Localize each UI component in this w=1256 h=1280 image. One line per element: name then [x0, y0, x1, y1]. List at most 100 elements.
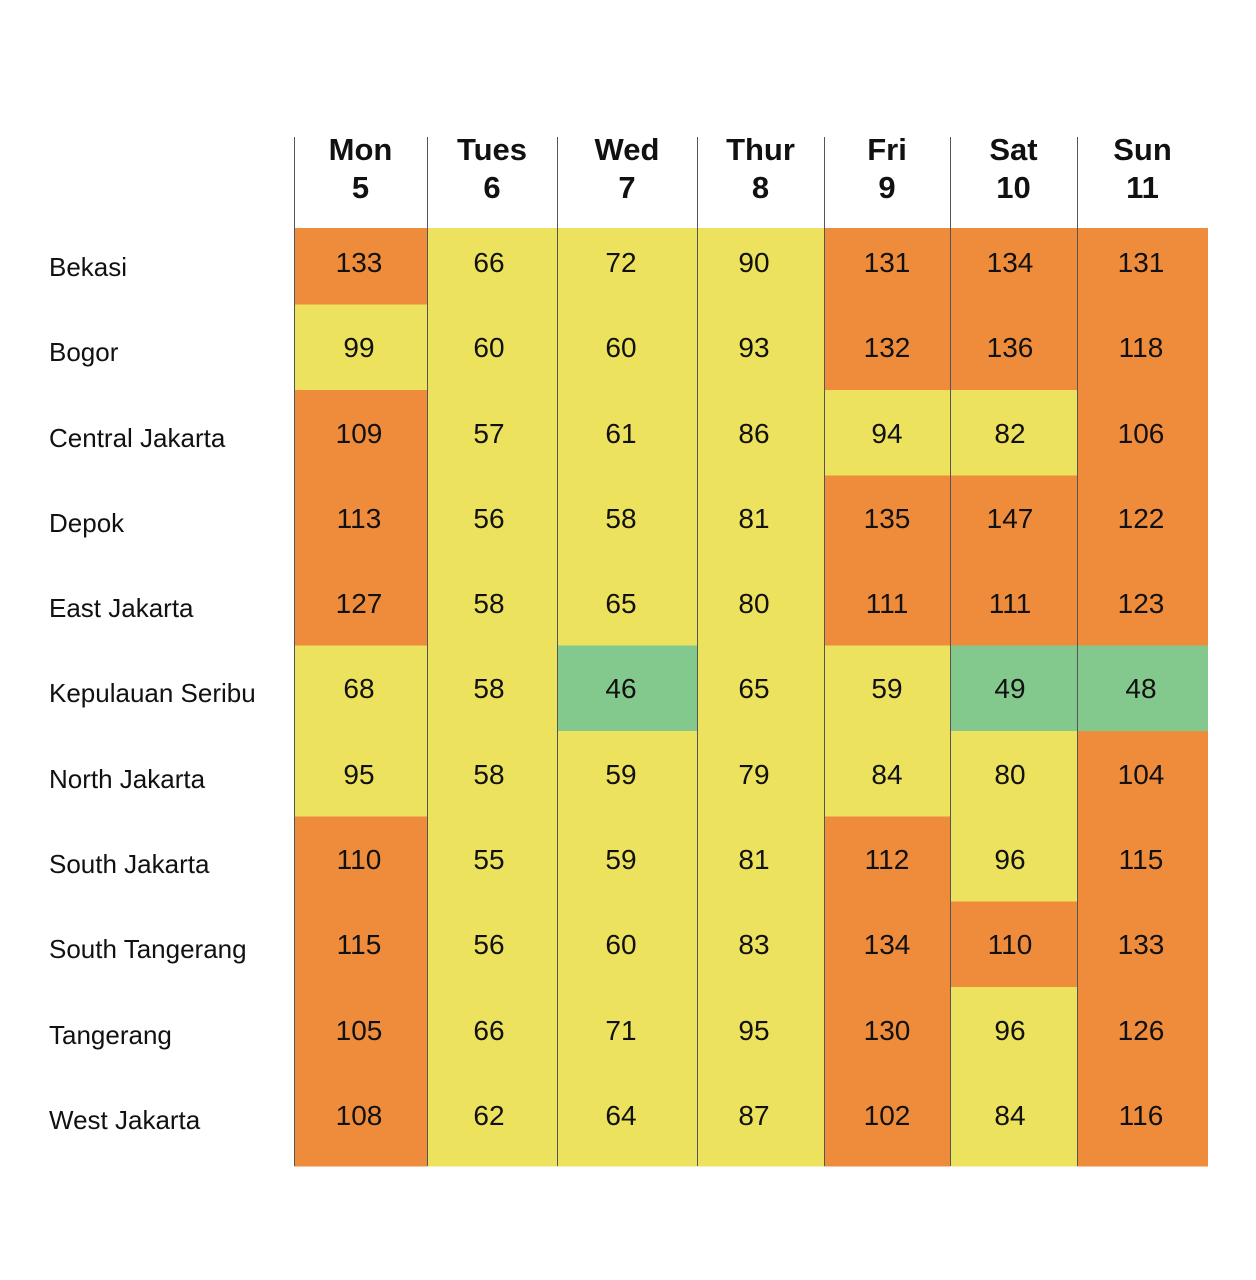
- row-label: South Tangerang: [49, 934, 247, 964]
- cell-value-label: 134: [987, 247, 1034, 278]
- cell-value-label: 130: [864, 1015, 911, 1046]
- heatmap-cell: [697, 901, 824, 988]
- cell-value-label: 55: [473, 844, 504, 875]
- cell-value-label: 93: [738, 332, 769, 363]
- heatmap-cell: [294, 816, 427, 902]
- heatmap-cell: [557, 560, 697, 646]
- heatmap-cell: [1077, 228, 1208, 305]
- cell-value-label: 110: [988, 929, 1033, 960]
- cell-value-label: 58: [473, 588, 504, 619]
- cell-value-label: 62: [473, 1100, 504, 1131]
- heatmap-cell: [294, 987, 427, 1073]
- column-header-day: Wed: [595, 132, 660, 167]
- cell-value-label: 134: [864, 929, 911, 960]
- cell-value-label: 56: [473, 929, 504, 960]
- heatmap-cell: [950, 987, 1077, 1073]
- cell-value-label: 60: [605, 929, 636, 960]
- cell-value-label: 131: [864, 247, 911, 278]
- row-label: North Jakarta: [49, 764, 206, 794]
- cell-value-label: 116: [1119, 1100, 1164, 1131]
- heatmap-cell: [294, 228, 427, 305]
- row-label: Bogor: [49, 337, 119, 367]
- cell-value-label: 123: [1118, 588, 1165, 619]
- heatmap-cell: [697, 816, 824, 902]
- row-label: South Jakarta: [49, 849, 210, 879]
- cell-value-label: 118: [1119, 332, 1164, 363]
- heatmap-cell: [697, 560, 824, 646]
- cell-value-label: 115: [337, 929, 382, 960]
- row-label: Bekasi: [49, 252, 127, 282]
- cell-value-label: 96: [994, 844, 1025, 875]
- cell-value-label: 109: [336, 418, 383, 449]
- cell-value-label: 108: [336, 1100, 383, 1131]
- cell-value-label: 104: [1118, 759, 1165, 790]
- cell-value-label: 79: [738, 759, 769, 790]
- heatmap-cell: [427, 475, 557, 561]
- heatmap-cell: [950, 475, 1077, 561]
- heatmap-cell: [950, 228, 1077, 305]
- cell-value-label: 112: [865, 844, 910, 875]
- cell-value-label: 59: [871, 673, 902, 704]
- cell-value-label: 135: [864, 503, 911, 534]
- cell-value-label: 58: [473, 673, 504, 704]
- row-label: West Jakarta: [49, 1105, 201, 1135]
- heatmap-cell: [950, 560, 1077, 646]
- cell-value-label: 87: [738, 1100, 769, 1131]
- cell-value-label: 90: [738, 247, 769, 278]
- heatmap-cell: [1077, 304, 1208, 391]
- row-label: Tangerang: [49, 1020, 172, 1050]
- cell-value-label: 82: [994, 418, 1025, 449]
- heatmap-cell: [557, 987, 697, 1073]
- heatmap-cell: [697, 987, 824, 1073]
- heatmap-cell: [427, 901, 557, 988]
- heatmap-cell: [294, 645, 427, 732]
- cell-value-label: 132: [864, 332, 911, 363]
- cell-value-label: 57: [473, 418, 504, 449]
- heatmap-cell: [824, 901, 950, 988]
- heatmap-cell: [427, 228, 557, 305]
- cell-value-label: 127: [336, 588, 383, 619]
- cell-value-label: 71: [605, 1015, 636, 1046]
- column-header-day: Sun: [1113, 132, 1172, 167]
- cell-value-label: 66: [473, 1015, 504, 1046]
- heatmap-cell: [824, 304, 950, 391]
- heatmap-cell: [294, 390, 427, 476]
- heatmap-cell: [427, 390, 557, 476]
- heatmap-cell: [427, 304, 557, 391]
- cell-value-label: 84: [871, 759, 902, 790]
- heatmap-cell: [950, 645, 1077, 732]
- cell-value-label: 105: [336, 1015, 383, 1046]
- cell-value-label: 83: [738, 929, 769, 960]
- heatmap-cell: [824, 390, 950, 476]
- column-header-date: 8: [752, 170, 769, 205]
- heatmap-cell: [557, 228, 697, 305]
- cell-value-label: 133: [336, 247, 383, 278]
- cell-value-label: 56: [473, 503, 504, 534]
- column-header-date: 9: [878, 170, 895, 205]
- heatmap-cell: [697, 731, 824, 817]
- heatmap-cell: [1077, 816, 1208, 902]
- cell-value-label: 65: [738, 673, 769, 704]
- heatmap-cell: [950, 816, 1077, 902]
- heatmap-cell: [557, 731, 697, 817]
- cell-value-label: 136: [987, 332, 1034, 363]
- heatmap-cell: [1077, 475, 1208, 561]
- cell-value-label: 95: [738, 1015, 769, 1046]
- column-header-day: Fri: [867, 132, 907, 167]
- cell-value-label: 64: [605, 1100, 636, 1131]
- cell-value-label: 102: [864, 1100, 911, 1131]
- heatmap-cell: [557, 1072, 697, 1167]
- cell-value-label: 115: [1119, 844, 1164, 875]
- heatmap-cell: [427, 816, 557, 902]
- cell-value-label: 58: [473, 759, 504, 790]
- cell-value-label: 61: [605, 418, 636, 449]
- cell-value-label: 81: [738, 503, 769, 534]
- column-header-day: Mon: [329, 132, 393, 167]
- heatmap-cell: [294, 560, 427, 646]
- heatmap-cell: [1077, 390, 1208, 476]
- heatmap-cell: [427, 1072, 557, 1167]
- cell-value-label: 60: [473, 332, 504, 363]
- heatmap-cell: [1077, 901, 1208, 988]
- cell-value-label: 80: [738, 588, 769, 619]
